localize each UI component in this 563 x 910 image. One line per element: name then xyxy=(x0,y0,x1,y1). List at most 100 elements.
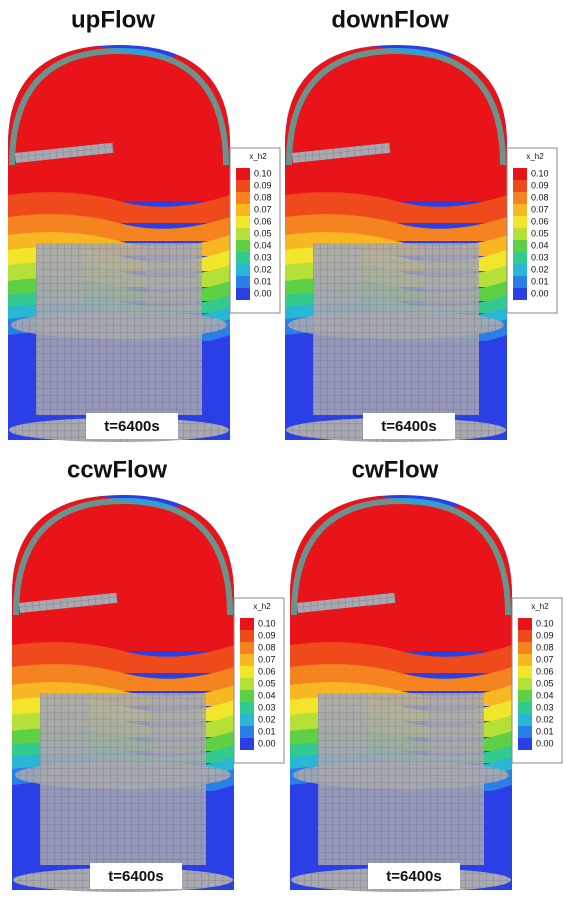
legend-label: 0.03 xyxy=(531,252,549,262)
legend-label: 0.02 xyxy=(531,264,549,274)
panel: upFlowt=6400sx_h20.100.090.080.070.060.0… xyxy=(8,6,280,446)
legend-swatch xyxy=(518,678,532,690)
legend-swatch xyxy=(236,288,250,300)
legend-label: 0.01 xyxy=(254,276,272,286)
figure: upFlow t=6400s x_h2 0.10 0.09 0.08 0.07 0.06 0.0… xyxy=(0,0,563,905)
legend-title: x_h2 xyxy=(253,602,271,611)
legend-swatch xyxy=(240,738,254,750)
legend-label: 0.08 xyxy=(536,642,554,652)
legend-label: 0.09 xyxy=(536,630,554,640)
legend-swatch xyxy=(513,276,527,288)
legend-swatch xyxy=(513,216,527,228)
contour-band xyxy=(285,42,507,201)
platform xyxy=(288,311,504,339)
panel: ccwFlowt=6400sx_h20.100.090.080.070.060.… xyxy=(12,456,284,896)
legend-label: 0.04 xyxy=(536,690,554,700)
contour-band xyxy=(290,492,512,651)
legend-label: 0.07 xyxy=(531,204,549,214)
legend-swatch xyxy=(518,630,532,642)
legend-swatch xyxy=(518,714,532,726)
time-label: t=6400s xyxy=(108,868,163,885)
legend-label: 0.00 xyxy=(258,738,276,748)
legend-swatch xyxy=(240,654,254,666)
legend-label: 0.04 xyxy=(254,240,272,250)
legend-label: 0.05 xyxy=(536,678,554,688)
legend-label: 0.05 xyxy=(531,228,549,238)
legend-swatch xyxy=(513,288,527,300)
time-label: t=6400s xyxy=(381,418,436,435)
platform xyxy=(293,761,509,789)
legend-label: 0.06 xyxy=(254,216,272,226)
contour-band xyxy=(12,492,234,651)
contour-field xyxy=(285,42,507,446)
legend-swatch xyxy=(240,666,254,678)
legend-swatch xyxy=(518,654,532,666)
legend-label: 0.03 xyxy=(258,702,276,712)
structure xyxy=(320,695,365,755)
legend-label: 0.07 xyxy=(254,204,272,214)
legend: x_h20.100.090.080.070.060.050.040.030.02… xyxy=(230,148,280,313)
structure xyxy=(423,245,473,310)
legend-label: 0.05 xyxy=(258,678,276,688)
legend-label: 0.10 xyxy=(254,168,272,178)
panel: downFlowt=6400sx_h20.100.090.080.070.060… xyxy=(285,6,557,446)
legend-label: 0.08 xyxy=(258,642,276,652)
panel-title: cwFlow xyxy=(352,456,439,483)
contour-field xyxy=(290,492,512,896)
legend-label: 0.02 xyxy=(258,714,276,724)
legend-swatch xyxy=(513,168,527,180)
legend-label: 0.00 xyxy=(531,288,549,298)
legend: x_h20.100.090.080.070.060.050.040.030.02… xyxy=(507,148,557,313)
panel-title: upFlow xyxy=(71,6,155,33)
panel-title: downFlow xyxy=(331,6,449,33)
legend-swatch xyxy=(518,642,532,654)
legend-label: 0.10 xyxy=(531,168,549,178)
legend-swatch xyxy=(518,666,532,678)
structure xyxy=(38,245,83,305)
contour-band xyxy=(8,42,230,201)
legend: x_h20.100.090.080.070.060.050.040.030.02… xyxy=(234,598,284,763)
contour-field xyxy=(8,42,230,446)
legend-swatch xyxy=(236,276,250,288)
legend-label: 0.04 xyxy=(531,240,549,250)
legend-swatch xyxy=(513,228,527,240)
legend-label: 0.03 xyxy=(254,252,272,262)
legend-label: 0.06 xyxy=(536,666,554,676)
legend-swatch xyxy=(236,216,250,228)
legend-label: 0.09 xyxy=(531,180,549,190)
contour-field xyxy=(12,492,234,896)
legend-label: 0.07 xyxy=(258,654,276,664)
legend-swatch xyxy=(236,264,250,276)
legend-swatch xyxy=(240,642,254,654)
legend-label: 0.04 xyxy=(258,690,276,700)
structure xyxy=(150,695,200,760)
structure xyxy=(428,695,478,760)
legend-swatch xyxy=(236,168,250,180)
legend-swatch xyxy=(513,240,527,252)
legend-swatch xyxy=(240,690,254,702)
panel-title: ccwFlow xyxy=(67,456,167,483)
legend-label: 0.07 xyxy=(536,654,554,664)
legend-swatch xyxy=(518,738,532,750)
time-label: t=6400s xyxy=(104,418,159,435)
legend-label: 0.10 xyxy=(536,618,554,628)
legend-label: 0.09 xyxy=(258,630,276,640)
legend-swatch xyxy=(513,192,527,204)
legend-swatch xyxy=(513,180,527,192)
legend-swatch xyxy=(240,726,254,738)
structure xyxy=(42,695,87,755)
legend-swatch xyxy=(513,204,527,216)
legend: x_h20.100.090.080.070.060.050.040.030.02… xyxy=(512,598,562,763)
legend-label: 0.00 xyxy=(536,738,554,748)
legend-swatch xyxy=(518,726,532,738)
legend-swatch xyxy=(240,702,254,714)
legend-swatch xyxy=(236,204,250,216)
platform xyxy=(11,311,227,339)
legend-label: 0.08 xyxy=(254,192,272,202)
legend-swatch xyxy=(236,192,250,204)
legend-swatch xyxy=(236,228,250,240)
legend-title: x_h2 xyxy=(531,602,549,611)
legend-label: 0.02 xyxy=(536,714,554,724)
platform xyxy=(15,761,231,789)
legend-label: 0.10 xyxy=(258,618,276,628)
